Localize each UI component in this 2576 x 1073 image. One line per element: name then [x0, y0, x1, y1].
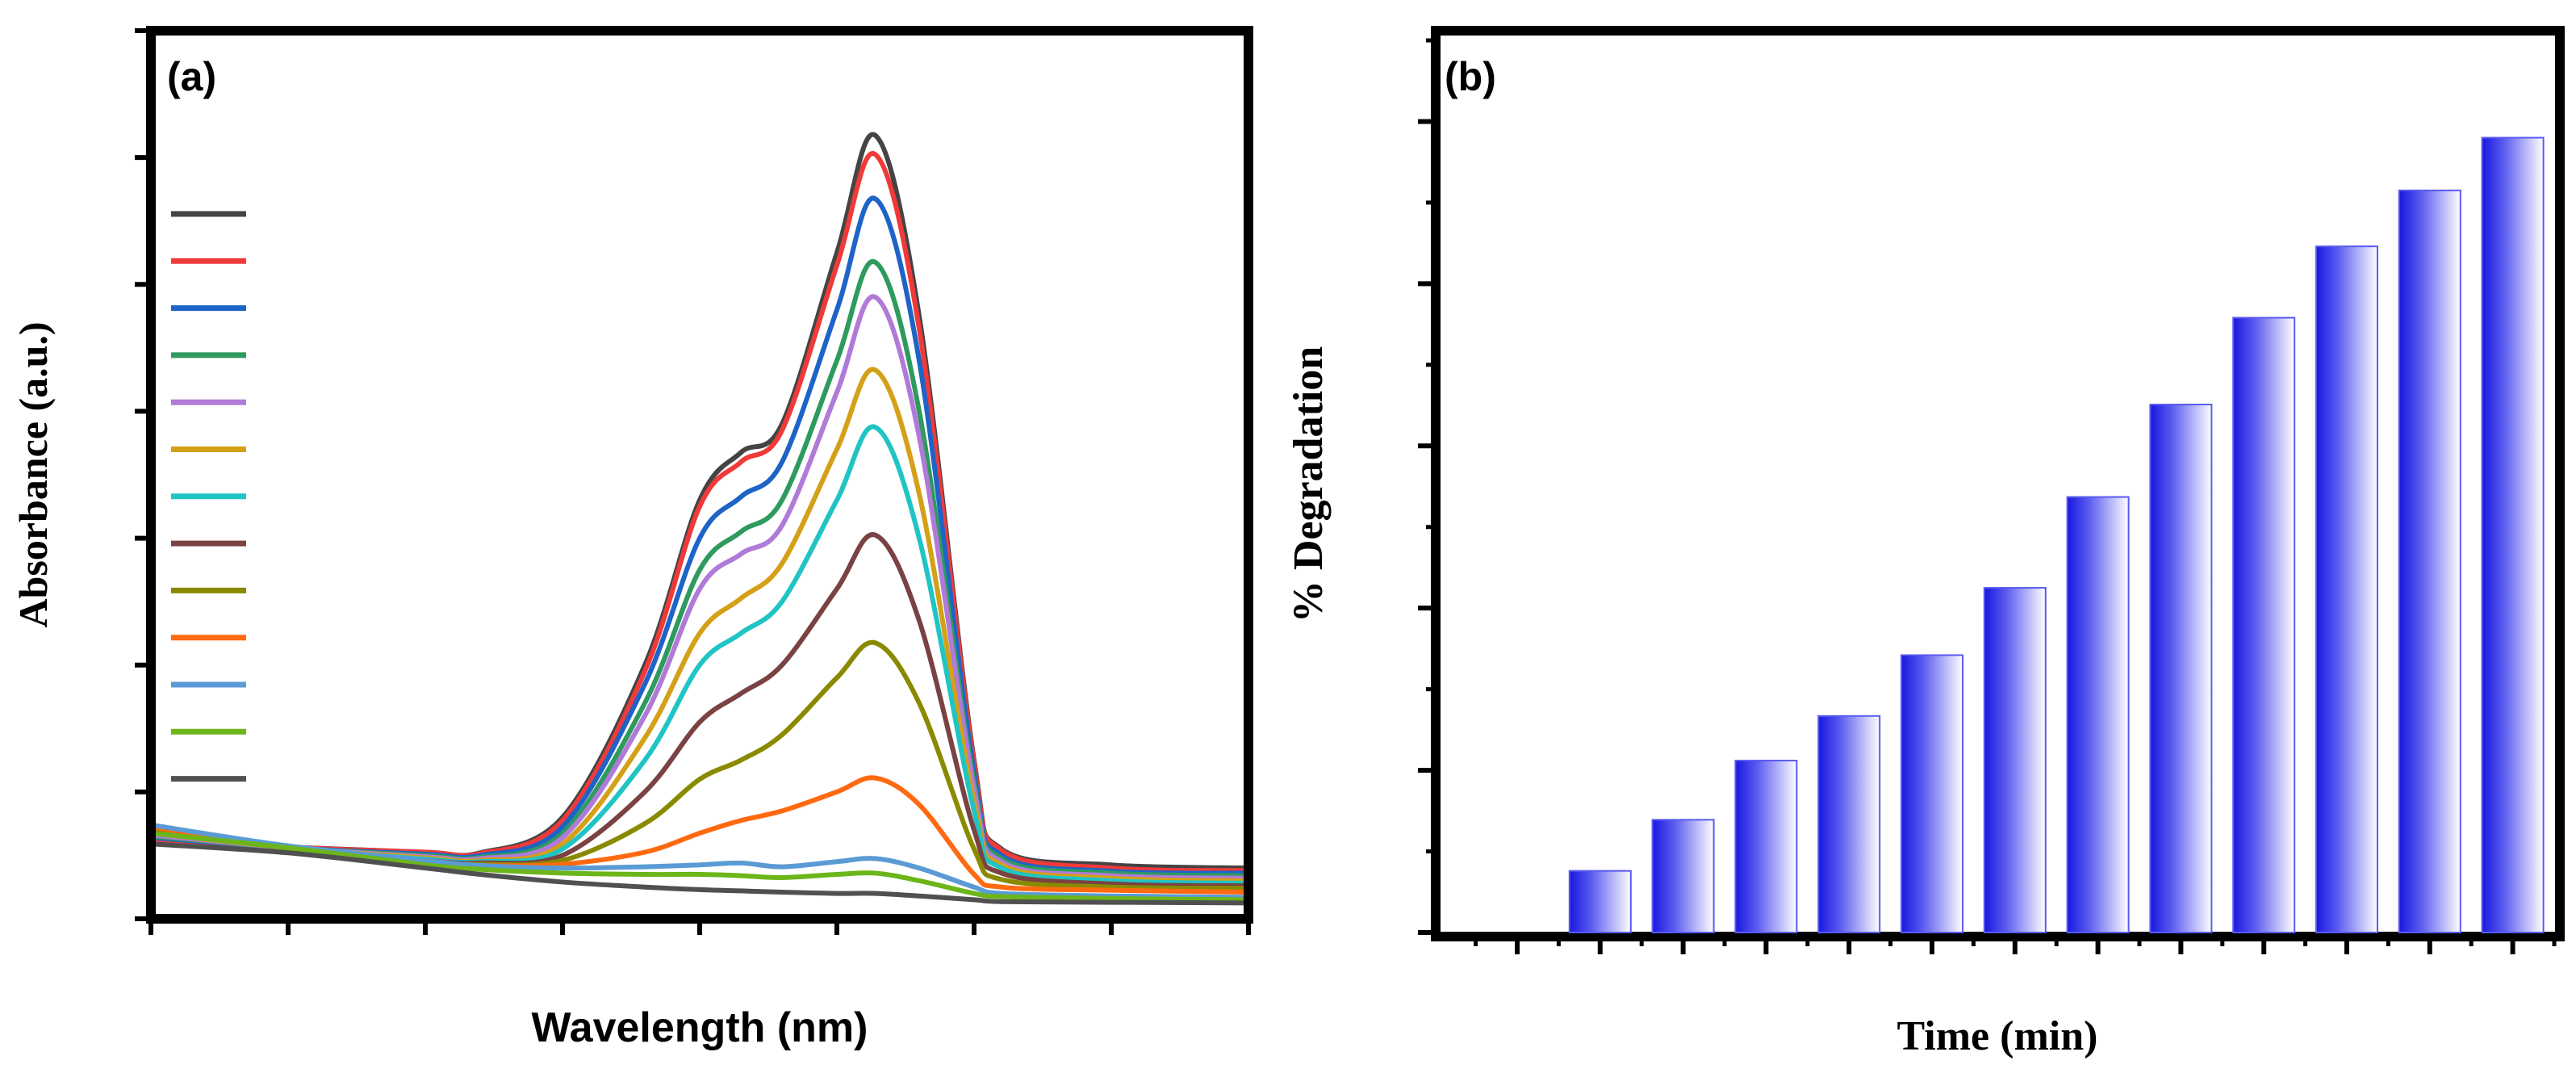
absorbance-series-line: [150, 150, 1249, 874]
degradation-bar: [1817, 715, 1881, 933]
degradation-chart: (b) Time (min) % Degradation: [1286, 26, 2565, 1059]
absorbance-series-line: [150, 294, 1249, 881]
absorbance-series-lines: [150, 132, 1249, 906]
degradation-x-axis-label: Time (min): [1897, 1013, 2098, 1059]
absorbance-x-ticks: [148, 919, 1251, 935]
absorbance-legend: [171, 211, 246, 782]
absorbance-panel-label: (a): [167, 54, 216, 99]
absorbance-y-ticks: [135, 28, 151, 921]
degradation-bar: [1568, 870, 1632, 933]
absorbance-chart: (a) Wavelength (nm) Absorbance (a.u.): [10, 26, 1253, 1051]
degradation-bar: [2066, 496, 2130, 933]
absorbance-series-line: [150, 830, 1249, 903]
degradation-bar: [2398, 189, 2461, 934]
degradation-bars: [1568, 136, 2545, 934]
degradation-bar: [2232, 316, 2296, 933]
degradation-x-ticks: [1474, 937, 2557, 954]
degradation-bar: [1651, 819, 1715, 933]
absorbance-series-line: [150, 367, 1249, 883]
degradation-y-axis-label: % Degradation: [1286, 346, 1332, 622]
degradation-y-ticks: [1418, 38, 1436, 935]
degradation-panel-label: (b): [1445, 54, 1496, 99]
degradation-bar: [2315, 245, 2378, 933]
absorbance-x-axis-label: Wavelength (nm): [532, 1004, 868, 1051]
absorbance-series-line: [150, 841, 1249, 906]
degradation-bar: [1734, 760, 1798, 934]
absorbance-plot-frame: [146, 26, 1253, 924]
degradation-bar: [1901, 654, 1963, 933]
absorbance-series-line: [150, 195, 1249, 876]
degradation-bar: [2481, 136, 2545, 933]
absorbance-series-line: [150, 258, 1249, 878]
absorbance-y-axis-label: Absorbance (a.u.): [10, 321, 56, 627]
degradation-bar: [2149, 404, 2213, 934]
degradation-bar: [1983, 587, 2047, 933]
degradation-plot-frame: [1431, 26, 2565, 941]
absorbance-series-line: [150, 822, 1249, 900]
